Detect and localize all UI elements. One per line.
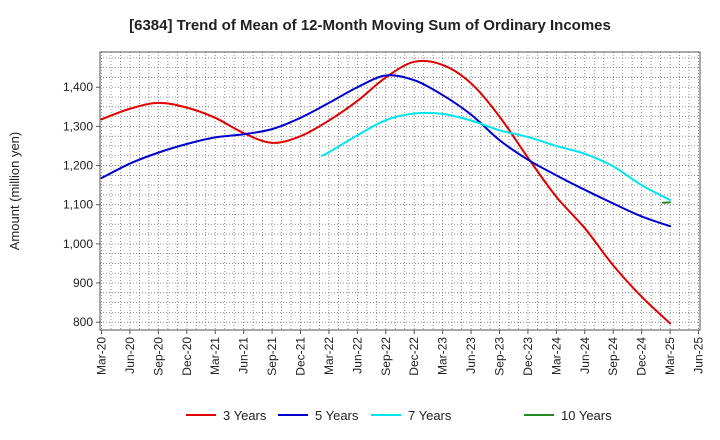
- x-tick-label: Jun-23: [464, 337, 478, 374]
- x-tick-label: Dec-20: [180, 337, 194, 376]
- x-tick-label: Dec-21: [294, 337, 308, 376]
- x-tick-label: Mar-21: [208, 337, 222, 375]
- x-axis-ticks: Mar-20 Jun-20 Sep-20 Dec-20 Mar-21 Jun-21 Sep-…: [95, 330, 706, 376]
- series-line-7-years: [320, 111, 672, 202]
- legend: 3 Years 5 Years 7 Years 10 Years: [186, 408, 612, 423]
- legend-label: 7 Years: [408, 408, 452, 423]
- x-tick-label: Dec-22: [407, 337, 421, 376]
- x-tick-label: Jun-25: [692, 337, 706, 374]
- x-tick-label: Mar-25: [663, 337, 677, 375]
- legend-label: 3 Years: [223, 408, 267, 423]
- y-tick-label: 1,100: [63, 198, 93, 212]
- x-tick-label: Jun-20: [123, 337, 137, 374]
- x-tick-label: Sep-22: [379, 337, 393, 376]
- x-tick-label: Mar-23: [436, 337, 450, 375]
- y-axis-ticks: 800 900 1,000 1,100 1,200 1,300 1,400: [63, 80, 100, 329]
- y-tick-label: 1,200: [63, 159, 93, 173]
- series-line-3-years: [100, 59, 672, 325]
- y-tick-label: 800: [73, 315, 93, 329]
- x-tick-label: Mar-20: [95, 337, 109, 375]
- x-tick-label: Mar-22: [322, 337, 336, 375]
- x-tick-label: Jun-21: [237, 337, 251, 374]
- x-tick-label: Sep-24: [606, 337, 620, 376]
- y-tick-label: 1,300: [63, 119, 93, 133]
- legend-label: 10 Years: [561, 408, 612, 423]
- series-layer: [100, 59, 672, 325]
- x-tick-label: Jun-24: [578, 337, 592, 374]
- x-tick-label: Jun-22: [350, 337, 364, 374]
- y-tick-label: 1,000: [63, 237, 93, 251]
- plot-border: [99, 51, 701, 331]
- plot-area: [100, 52, 700, 330]
- series-line-5-years: [100, 74, 672, 228]
- chart-title: [6384] Trend of Mean of 12-Month Moving …: [129, 17, 611, 34]
- y-tick-label: 1,400: [63, 80, 93, 94]
- x-tick-label: Dec-23: [521, 337, 535, 376]
- x-tick-label: Sep-23: [493, 337, 507, 376]
- x-tick-label: Dec-24: [635, 337, 649, 376]
- x-tick-label: Sep-20: [151, 337, 165, 376]
- y-axis-label: Amount (million yen): [7, 132, 22, 251]
- legend-label: 5 Years: [315, 408, 359, 423]
- x-tick-label: Sep-21: [265, 337, 279, 376]
- x-tick-label: Mar-24: [549, 337, 563, 375]
- y-tick-label: 900: [73, 276, 93, 290]
